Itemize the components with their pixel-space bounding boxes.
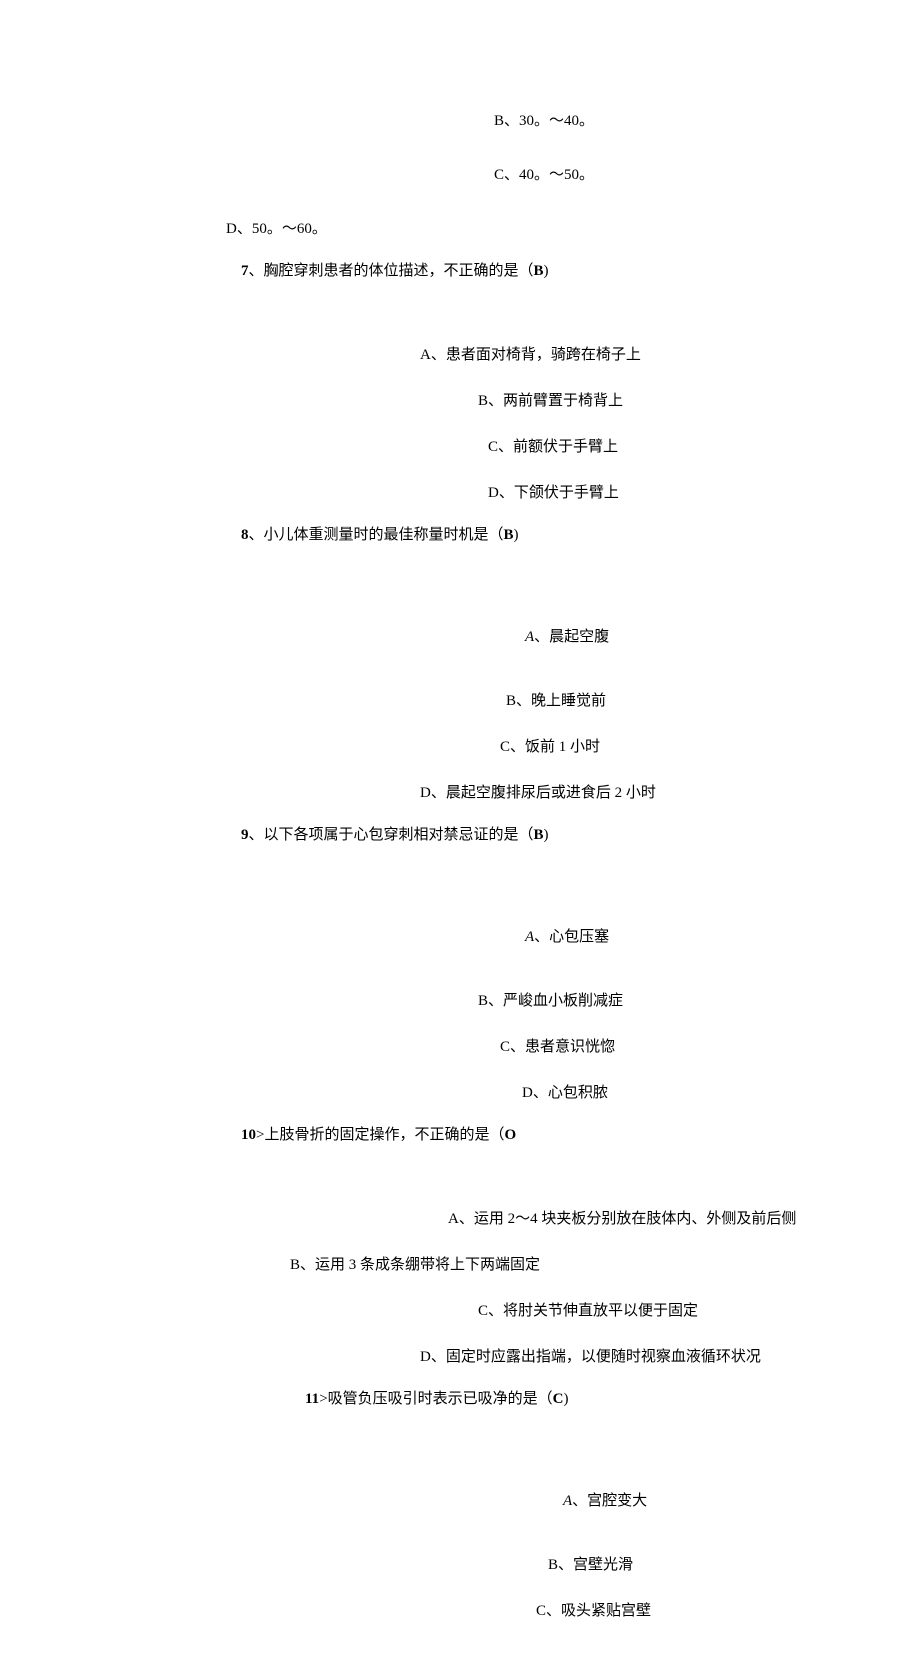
q7-option-b: B、两前臂置于椅背上 [0,392,920,410]
q8-number: 8 [241,527,249,543]
q10-option-c: C、将肘关节伸直放平以便于固定 [0,1302,920,1320]
q9-option-a-label: A [525,929,534,945]
q11-number: 11 [305,1391,319,1407]
q10-option-d: D、固定时应露出指端，以便随时视察血液循环状况 [0,1348,920,1366]
q8-stem: 8、小儿体重测量时的最佳称量时机是（B) [0,508,920,562]
q9-answer: B [534,827,544,843]
q7-stem-text-a: 胸腔穿刺患者的体位描述，不正确的是（ [264,263,534,279]
q7-answer: B [534,263,544,279]
q7-number: 7 [241,263,249,279]
q9-option-b: B、严峻血小板削减症 [0,992,920,1010]
q11-option-a-text: 、宫腔变大 [572,1493,647,1509]
q9-sep: 、 [249,827,264,843]
q11-stem: 11>吸管负压吸引时表示已吸净的是（C) [0,1372,920,1426]
q8-option-b: B、晚上睡觉前 [0,692,920,710]
q8-option-a: A、晨起空腹 [0,610,920,664]
q8-option-c: C、饭前 1 小时 [0,738,920,756]
q8-answer: B [504,527,514,543]
q9-number: 9 [241,827,249,843]
q10-number: 10 [241,1127,256,1143]
q9-option-d: D、心包积脓 [0,1084,920,1102]
q9-stem-text-b: ) [544,827,549,843]
q7-option-d: D、下颌伏于手臂上 [0,484,920,502]
q6-option-c: C、40。～50。 [0,166,920,184]
q8-option-a-text: 、晨起空腹 [534,629,609,645]
q10-stem-text-a: 上肢骨折的固定操作，不正确的是（ [264,1127,504,1143]
q11-stem-text-b: ) [564,1391,569,1407]
q11-sep: > [319,1391,327,1407]
q6-option-d: D、50。～60。 [0,220,920,238]
q10-option-b: B、运用 3 条成条绷带将上下两端固定 [0,1256,920,1274]
q6-option-b: B、30。～40。 [0,112,920,130]
q10-answer: O [504,1127,516,1143]
q8-stem-text-a: 小儿体重测量时的最佳称量时机是（ [264,527,504,543]
q7-stem: 7、胸腔穿刺患者的体位描述，不正确的是（B) [0,244,920,298]
q9-option-a-text: 、心包压塞 [534,929,609,945]
q9-stem-text-a: 以下各项属于心包穿刺相对禁忌证的是（ [264,827,534,843]
q9-option-c: C、患者意识恍惚 [0,1038,920,1056]
q10-stem: 10>上肢骨折的固定操作，不正确的是（O [0,1108,920,1162]
q9-stem: 9、以下各项属于心包穿刺相对禁忌证的是（B) [0,808,920,862]
q8-stem-text-b: ) [514,527,519,543]
q9-option-a: A、心包压塞 [0,910,920,964]
q11-option-b: B、宫壁光滑 [0,1556,920,1574]
q10-option-a: A、运用 2〜4 块夹板分别放在肢体内、外侧及前后侧 [0,1210,920,1228]
q7-option-a: A、患者面对椅背，骑跨在椅子上 [0,346,920,364]
page: B、30。～40。 C、40。～50。 D、50。～60。 7、胸腔穿刺患者的体… [0,0,920,1660]
q7-sep: 、 [249,263,264,279]
q7-stem-text-b: ) [544,263,549,279]
q8-option-d: D、晨起空腹排尿后或进食后 2 小时 [0,784,920,802]
q11-option-a: A、宫腔变大 [0,1474,920,1528]
q11-option-a-label: A [563,1493,572,1509]
q11-answer: C [553,1391,564,1407]
q11-option-c: C、吸头紧贴宫壁 [0,1602,920,1620]
q8-sep: 、 [249,527,264,543]
q8-option-a-label: A [525,629,534,645]
q7-option-c: C、前额伏于手臂上 [0,438,920,456]
q11-stem-text-a: 吸管负压吸引时表示已吸净的是（ [328,1391,553,1407]
